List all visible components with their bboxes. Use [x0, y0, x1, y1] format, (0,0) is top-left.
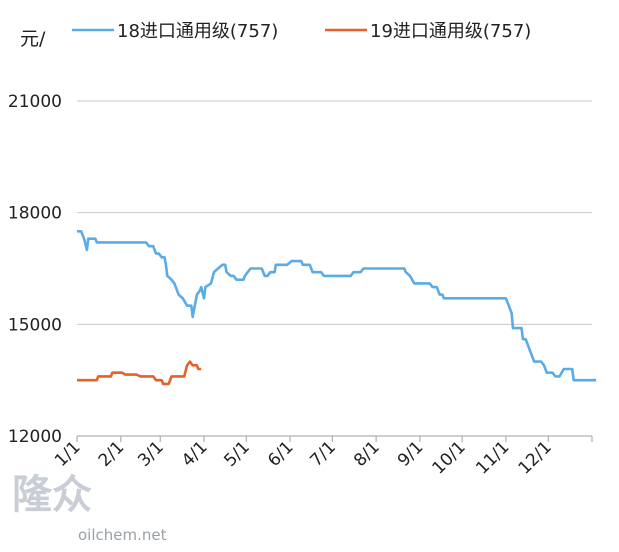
x-tick-label: 11/1 — [472, 437, 513, 478]
y-tick-label: 15000 — [8, 315, 62, 335]
legend-label-1: 18进口通用级(757) — [117, 21, 278, 42]
watermark-logo: 隆众 — [12, 472, 92, 518]
x-tick-label: 2/1 — [95, 437, 128, 470]
watermark-text: oilchem.net — [78, 526, 167, 544]
x-tick-label: 5/1 — [220, 437, 253, 470]
y-axis: 12000 15000 18000 21000 — [8, 92, 62, 447]
series-lines — [77, 230, 597, 386]
y-axis-unit-label: 元/ — [20, 28, 46, 50]
y-tick-label: 21000 — [8, 92, 62, 112]
x-axis: 1/1 2/1 3/1 4/1 5/1 6/1 7/1 8/1 9/1 10/1 11/1 12/1 — [51, 435, 593, 479]
x-tick-label: 10/1 — [429, 437, 470, 478]
x-tick-label: 9/1 — [394, 437, 427, 470]
x-tick-label: 7/1 — [306, 437, 339, 470]
x-tick-label: 8/1 — [350, 437, 383, 470]
watermark: 隆众 oilchem.net — [12, 472, 167, 544]
series-line-1 — [77, 230, 597, 382]
legend-label-2: 19进口通用级(757) — [370, 21, 531, 42]
x-tick-label: 6/1 — [264, 437, 297, 470]
x-tick-label: 3/1 — [134, 437, 167, 470]
y-tick-label: 18000 — [8, 204, 62, 224]
series-line-2 — [77, 360, 202, 386]
x-tick-label: 12/1 — [515, 437, 556, 478]
legend: 18进口通用级(757) 19进口通用级(757) — [72, 21, 531, 42]
y-tick-label: 12000 — [8, 427, 62, 447]
grid-lines — [77, 100, 592, 325]
x-tick-label: 4/1 — [178, 437, 211, 470]
